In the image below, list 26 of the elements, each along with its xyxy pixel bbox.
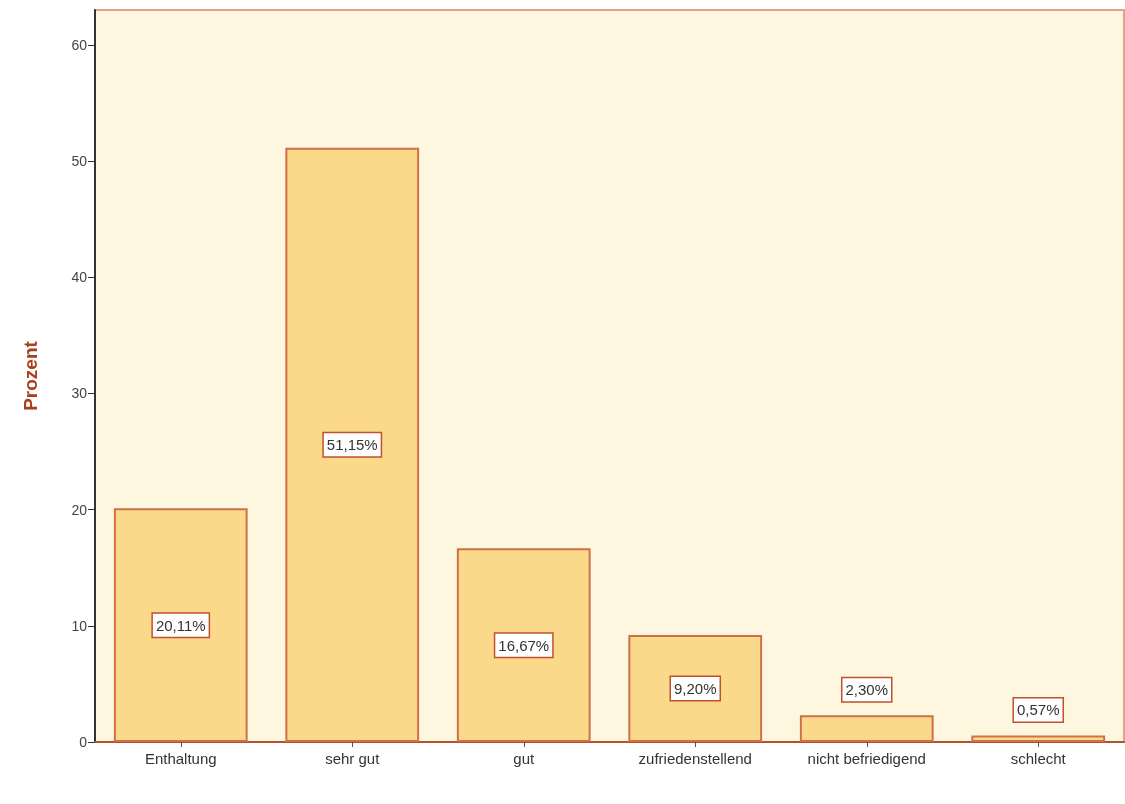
bar	[456, 548, 591, 742]
y-tick-label: 0	[79, 734, 88, 750]
y-tick-label: 40	[71, 269, 88, 286]
x-tick-label: gut	[513, 749, 535, 767]
y-tick-label: 60	[71, 36, 88, 53]
x-tick-label: schlecht	[1010, 749, 1067, 767]
x-tick-label: Enthaltung	[144, 749, 217, 767]
x-tick-label: zufriedenstellend	[638, 749, 752, 767]
x-tick-label: nicht befriedigend	[807, 749, 926, 767]
y-axis-title: Prozent	[20, 340, 41, 411]
y-tick-label: 20	[71, 501, 88, 518]
y-tick-label: 50	[71, 153, 88, 170]
bar	[628, 635, 763, 742]
data-label: 9,20%	[673, 680, 717, 698]
data-label: 51,15%	[326, 436, 378, 454]
bar	[113, 508, 248, 742]
bar	[285, 147, 420, 742]
bar	[799, 715, 934, 742]
y-tick-label: 30	[71, 385, 88, 402]
data-label: 2,30%	[845, 681, 889, 699]
bar	[971, 735, 1106, 742]
data-label: 0,57%	[1016, 701, 1060, 719]
data-label: 16,67%	[498, 636, 550, 654]
x-tick-label: sehr gut	[325, 749, 381, 767]
data-label: 20,11%	[155, 616, 206, 634]
y-tick-label: 10	[71, 617, 88, 634]
